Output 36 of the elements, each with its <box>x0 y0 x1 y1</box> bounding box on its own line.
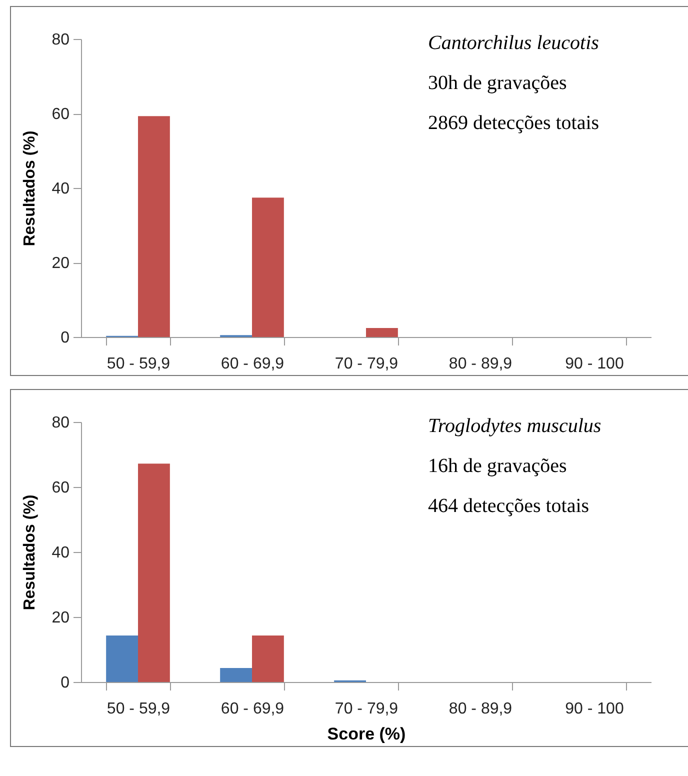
x-tick-label: 90 - 100 <box>565 700 624 718</box>
bar <box>366 328 398 337</box>
annotation: 30h de gravações <box>428 72 568 94</box>
y-tick-label: 20 <box>52 610 70 626</box>
x-tick-label: 80 - 89,9 <box>448 700 512 718</box>
x-tick-label: 50 - 59,9 <box>106 356 170 372</box>
y-axis-title: Resultados (%) <box>22 494 39 610</box>
x-tick-label: 80 - 89,9 <box>448 356 512 372</box>
y-tick-label: 60 <box>52 106 70 123</box>
bar <box>138 464 170 682</box>
x-tick-label: 60 - 69,9 <box>220 356 284 372</box>
x-tick-label: 90 - 100 <box>565 356 624 372</box>
annotation: Troglodytes musculus <box>428 415 602 437</box>
x-tick-label: 70 - 79,9 <box>334 700 398 718</box>
y-axis-title: Resultados (%) <box>22 130 39 246</box>
y-tick-label: 0 <box>60 330 70 346</box>
y-tick-label: 80 <box>52 414 70 432</box>
y-tick-label: 40 <box>52 544 70 562</box>
bar <box>220 668 252 682</box>
y-tick-label: 20 <box>52 255 70 272</box>
y-tick-label: 0 <box>60 674 70 692</box>
annotation: 16h de gravações <box>428 455 568 477</box>
bar <box>252 198 284 337</box>
x-tick-label: 60 - 69,9 <box>220 700 284 718</box>
x-tick-label: 50 - 59,9 <box>106 700 170 718</box>
bar <box>252 636 284 682</box>
annotation: 464 detecções totais <box>428 495 590 517</box>
bar <box>106 636 138 682</box>
annotation: Cantorchilus leucotis <box>428 32 600 54</box>
y-tick-label: 40 <box>52 180 70 198</box>
y-tick-label: 80 <box>52 32 70 48</box>
y-tick-label: 60 <box>52 480 70 496</box>
x-axis-title: Score (%) <box>327 724 406 744</box>
x-tick-label: 70 - 79,9 <box>334 356 398 372</box>
bar <box>138 116 170 337</box>
annotation: 2869 detecções totais <box>428 112 600 134</box>
